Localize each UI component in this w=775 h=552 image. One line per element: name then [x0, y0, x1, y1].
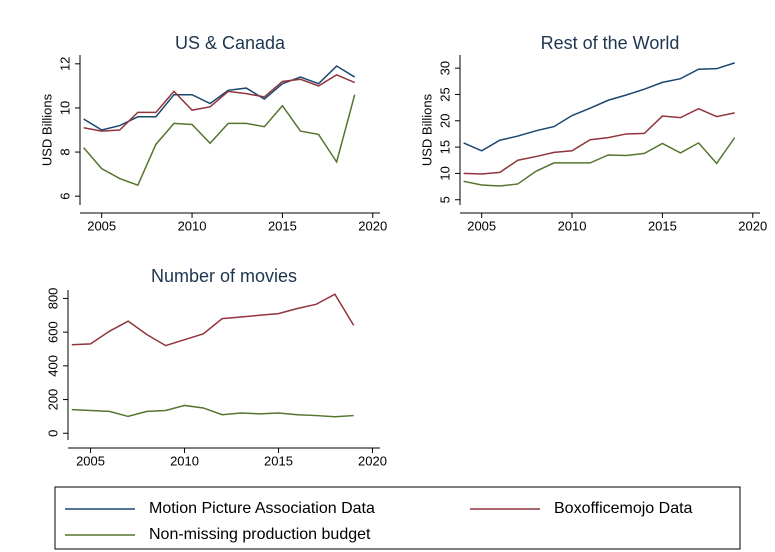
series-line [83, 65, 356, 131]
y-tick-label: 15 [437, 140, 452, 154]
y-tick-label: 600 [45, 321, 60, 343]
legend-label: Non-missing production budget [149, 526, 371, 543]
y-tick-label: 400 [45, 355, 60, 377]
x-tick-label: 2010 [170, 453, 199, 468]
x-tick-label: 2015 [268, 218, 297, 233]
x-tick-label: 2020 [358, 218, 387, 233]
y-tick-label: 20 [437, 114, 452, 128]
chart-title: US & Canada [175, 33, 286, 53]
x-tick-label: 2020 [738, 218, 767, 233]
y-tick-label: 10 [437, 166, 452, 180]
y-axis-label: USD Billions [39, 93, 54, 166]
x-tick-label: 2005 [87, 218, 116, 233]
x-tick-label: 2010 [558, 218, 587, 233]
series-line [71, 404, 354, 418]
y-tick-label: 12 [57, 57, 72, 71]
legend-label: Motion Picture Association Data [149, 500, 375, 517]
y-tick-label: 8 [57, 148, 72, 155]
y-tick-label: 10 [57, 101, 72, 115]
y-tick-label: 0 [45, 430, 60, 437]
series-line [463, 137, 736, 187]
chart-title: Number of movies [151, 266, 297, 286]
series-line [83, 74, 355, 132]
x-tick-label: 2005 [467, 218, 496, 233]
series-line [463, 107, 735, 175]
y-tick-label: 30 [437, 61, 452, 75]
y-tick-label: 6 [57, 193, 72, 200]
series-line [463, 62, 735, 152]
chart-title: Rest of the World [541, 33, 680, 53]
y-tick-label: 200 [45, 389, 60, 411]
y-axis-label: USD Billions [419, 93, 434, 166]
series-line [83, 94, 356, 187]
x-tick-label: 2010 [178, 218, 207, 233]
legend-label: Boxofficemojo Data [554, 500, 693, 517]
x-tick-label: 2015 [648, 218, 677, 233]
y-tick-label: 5 [437, 196, 452, 203]
y-tick-label: 800 [45, 288, 60, 310]
x-tick-label: 2005 [76, 453, 105, 468]
legend-box [54, 486, 741, 550]
series-line [71, 293, 355, 347]
y-tick-label: 25 [437, 87, 452, 101]
x-tick-label: 2020 [358, 453, 387, 468]
x-tick-label: 2015 [264, 453, 293, 468]
